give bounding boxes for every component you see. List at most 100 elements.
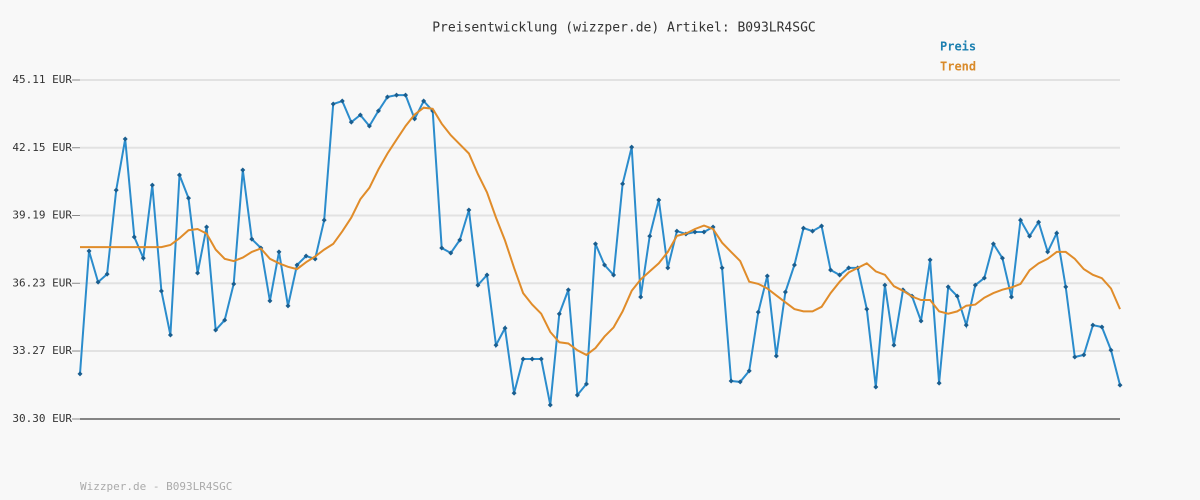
point-marker [149,182,155,188]
point-marker [457,237,463,243]
point-marker [529,356,535,362]
point-marker [782,289,788,295]
point-marker [574,392,580,398]
point-marker [1081,352,1087,358]
point-marker [592,241,598,247]
point-marker [629,144,635,150]
point-marker [240,167,246,173]
point-marker [728,378,734,384]
point-marker [846,265,852,271]
point-marker [972,282,978,288]
point-marker [466,207,472,213]
point-marker [565,287,571,293]
point-marker [231,281,237,287]
point-marker [936,380,942,386]
point-marker [131,234,137,240]
y-tick-label: 30.30 EUR [12,412,72,425]
point-marker [213,327,219,333]
point-marker [1099,324,1105,330]
y-tick-label: 39.19 EUR [12,209,72,222]
y-tick-label: 36.23 EUR [12,276,72,289]
point-marker [77,371,83,377]
point-marker [891,342,897,348]
point-marker [1027,233,1033,239]
point-marker [828,267,834,273]
point-marker [285,303,291,309]
point-marker [701,229,707,235]
point-marker [366,123,372,129]
y-tick-label: 33.27 EUR [12,344,72,357]
point-marker [403,92,409,98]
point-marker [321,217,327,223]
point-marker [484,272,490,278]
point-marker [737,379,743,385]
point-marker [86,248,92,254]
point-marker [520,356,526,362]
point-marker [1108,347,1114,353]
point-marker [122,136,128,142]
point-marker [755,309,761,315]
point-marker [1072,354,1078,360]
point-marker [113,187,119,193]
point-marker [945,284,951,290]
point-marker [954,293,960,299]
point-marker [611,272,617,278]
point-marker [764,273,770,279]
point-marker [963,322,969,328]
point-marker [348,119,354,125]
point-marker [791,262,797,268]
point-marker [222,317,228,323]
point-marker [1063,284,1069,290]
point-marker [1054,230,1060,236]
point-marker [330,101,336,107]
point-marker [674,228,680,234]
point-marker [647,233,653,239]
point-marker [1018,217,1024,223]
point-marker [204,224,210,230]
point-marker [158,288,164,294]
point-marker [167,332,173,338]
y-tick-label: 42.15 EUR [12,141,72,154]
point-marker [95,279,101,285]
point-marker [620,181,626,187]
point-marker [493,342,499,348]
point-marker [990,241,996,247]
point-marker [837,272,843,278]
point-marker [249,236,255,242]
point-marker [384,94,390,100]
legend-label: Preis [940,40,976,54]
point-marker [800,225,806,231]
point-marker [1045,249,1051,255]
chart-title: Preisentwicklung (wizzper.de) Artikel: B… [432,21,816,36]
point-marker [583,381,589,387]
point-marker [538,356,544,362]
point-marker [556,311,562,317]
point-marker [502,325,508,331]
series-line [80,106,1121,357]
point-marker [294,262,300,268]
point-marker [746,368,752,374]
point-marker [864,306,870,312]
point-marker [439,245,445,251]
point-marker [140,255,146,261]
point-marker [394,92,400,98]
point-marker [656,197,662,203]
point-marker [475,282,481,288]
point-marker [339,98,345,104]
point-marker [999,255,1005,261]
point-marker [773,353,779,359]
point-marker [927,257,933,263]
point-marker [981,275,987,281]
point-marker [1090,322,1096,328]
point-marker [375,108,381,114]
point-marker [267,298,273,304]
point-marker [303,253,309,259]
point-marker [665,265,671,271]
point-marker [104,271,110,277]
point-marker [1117,382,1123,388]
point-marker [1008,294,1014,300]
point-marker [1036,219,1042,225]
point-marker [602,262,608,268]
